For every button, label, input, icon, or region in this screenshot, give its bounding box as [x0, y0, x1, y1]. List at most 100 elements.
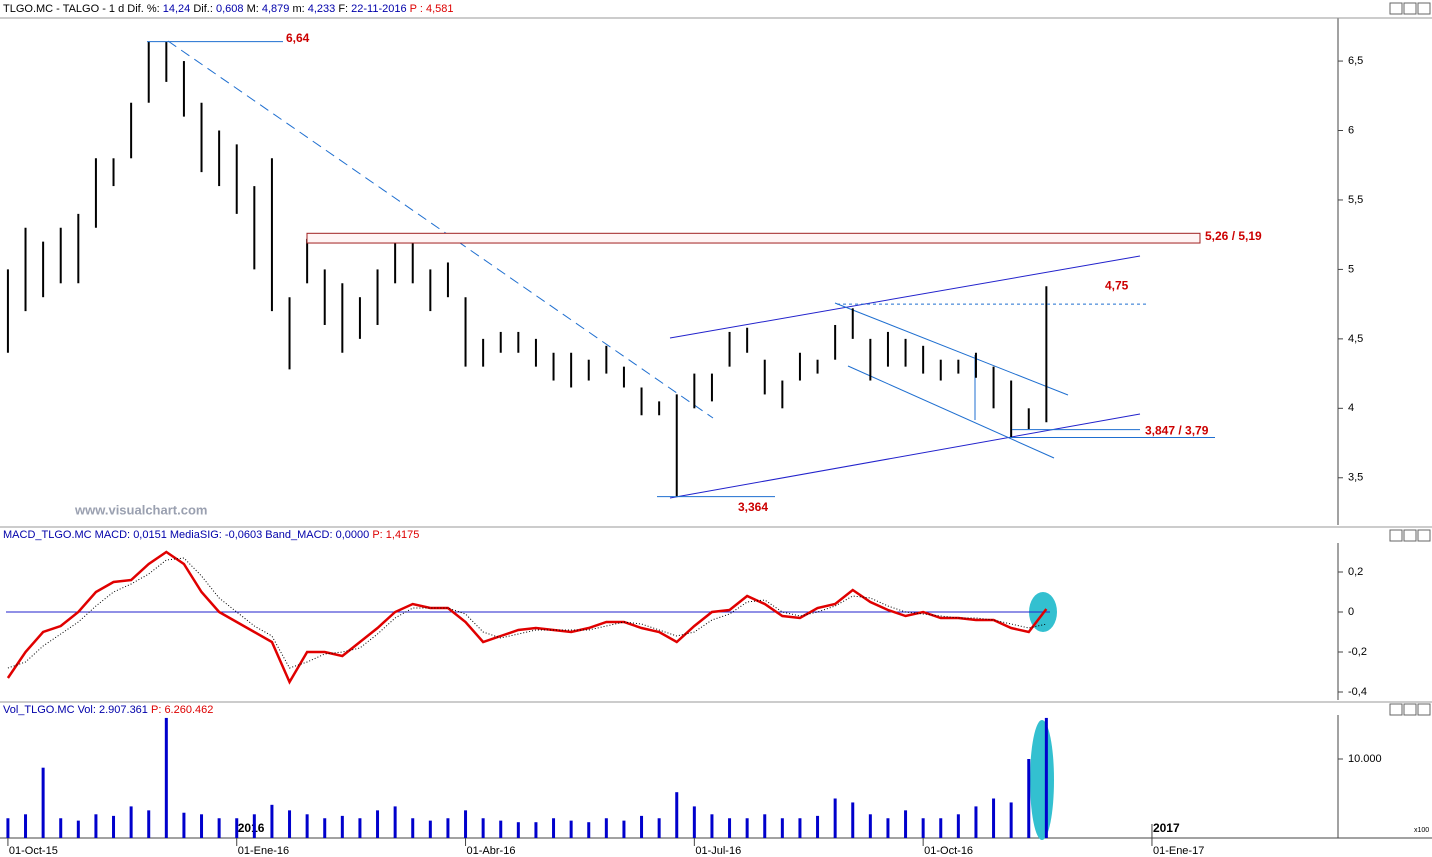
header-field: 2.907.361: [99, 704, 151, 716]
header-field: P :: [410, 3, 426, 15]
volume-bar: [692, 806, 696, 838]
volume-bar: [41, 767, 45, 838]
y-tick-label: -0,2: [1348, 646, 1367, 658]
x-tick-label: 01-Jul-16: [695, 845, 741, 857]
header-field: 4,233: [308, 3, 339, 15]
volume-bar: [129, 806, 133, 838]
y-tick-label: 0,2: [1348, 566, 1363, 578]
panel-header: TLGO.MC - TALGO - 1 d Dif. %: 14,24 Dif.…: [3, 3, 454, 15]
header-field: MediaSIG:: [170, 529, 225, 541]
y-tick-label: 5: [1348, 263, 1354, 275]
highlight: [1030, 720, 1054, 840]
volume-bar: [516, 822, 520, 838]
volume-bar: [464, 810, 468, 838]
header-field: -0,0603: [225, 529, 265, 541]
signal-line: [7, 557, 1047, 669]
volume-bar: [569, 820, 573, 838]
volume-bar: [587, 822, 591, 838]
y-tick-label: 6: [1348, 124, 1354, 136]
annotation: 4,75: [1105, 278, 1129, 292]
annotation: 3,847 / 3,79: [1145, 424, 1209, 438]
volume-bar: [798, 818, 802, 838]
volume-bar: [1027, 759, 1031, 838]
x-tick-label: 01-Ene-17: [1153, 845, 1204, 857]
volume-bar: [604, 818, 608, 838]
x-tick-label: 01-Oct-15: [9, 845, 58, 857]
header-field: Band_MACD:: [265, 529, 335, 541]
volume-bar: [956, 814, 960, 838]
volume-bar: [780, 818, 784, 838]
volume-bar: [200, 814, 204, 838]
volume-bar: [376, 810, 380, 838]
header-field: 22-11-2016: [351, 3, 410, 15]
header-field: P:: [151, 704, 164, 716]
y-tick-label: 4: [1348, 402, 1354, 414]
volume-bar: [393, 806, 397, 838]
annotation: 5,26 / 5,19: [1205, 229, 1262, 243]
year-label: 2017: [1153, 821, 1180, 835]
volume-bar: [833, 798, 837, 838]
y-tick-label: 6,5: [1348, 55, 1363, 67]
volume-bar: [640, 815, 644, 838]
volume-bar: [94, 814, 98, 838]
volume-bar: [235, 818, 239, 838]
header-field: 4,581: [426, 3, 454, 15]
volume-bar: [481, 818, 485, 838]
volume-bar: [1009, 802, 1013, 838]
volume-bar: [340, 815, 344, 838]
resistance-zone: [306, 232, 1201, 244]
volume-bar: [728, 818, 732, 838]
volume-bar: [76, 820, 80, 838]
volume-bar: [622, 820, 626, 838]
year-label: 2016: [238, 821, 265, 835]
volume-bar: [851, 802, 855, 838]
volume-bar: [974, 806, 978, 838]
volume-bar: [499, 820, 503, 838]
volume-bar: [886, 818, 890, 838]
watermark: www.visualchart.com: [74, 502, 207, 517]
x-tick-label: 01-Ene-16: [238, 845, 289, 857]
volume-bar: [6, 818, 10, 838]
annotation: 6,64: [286, 31, 310, 45]
y-tick-label: 3,5: [1348, 472, 1363, 484]
header-field: 0,608: [216, 3, 247, 15]
macd-line: [6, 550, 1048, 685]
header-field: 0,0151: [133, 529, 170, 541]
volume-bar: [270, 804, 274, 838]
header-field: 14,24: [163, 3, 194, 15]
volume-bar: [745, 818, 749, 838]
volume-bar: [182, 812, 186, 838]
header-field: F:: [338, 3, 351, 15]
y-tick-label: 5,5: [1348, 194, 1363, 206]
volume-bar: [939, 818, 943, 838]
volume-bar: [552, 818, 556, 838]
header-field: MACD_TLGO.MC MACD:: [3, 529, 133, 541]
panel-header: Vol_TLGO.MC Vol: 2.907.361 P: 6.260.462: [3, 704, 213, 716]
volume-bar: [164, 717, 168, 838]
y-tick-label: 0: [1348, 606, 1354, 618]
volume-bar: [323, 818, 327, 838]
x-tick-label: 01-Oct-16: [924, 845, 973, 857]
header-field: 6.260.462: [164, 704, 213, 716]
volume-bar: [305, 814, 309, 838]
volume-bar: [868, 814, 872, 838]
trend-lines: [167, 40, 1141, 499]
y-tick-label: 4,5: [1348, 333, 1363, 345]
y-tick-label: 10.000: [1348, 753, 1382, 765]
volume-bar: [534, 822, 538, 838]
window-buttons[interactable]: [1389, 2, 1431, 716]
volume-bar: [710, 814, 714, 838]
volume-bar: [217, 818, 221, 838]
volume-bar: [252, 814, 256, 838]
volume-bar: [675, 792, 679, 838]
volume-bar: [992, 798, 996, 838]
header-field: 1,4175: [386, 529, 420, 541]
volume-bar: [904, 810, 908, 838]
volume-bar: [428, 820, 432, 838]
volume-bar: [657, 818, 661, 838]
header-field: P:: [372, 529, 385, 541]
volume-bar: [411, 818, 415, 838]
volume-bar: [446, 818, 450, 838]
